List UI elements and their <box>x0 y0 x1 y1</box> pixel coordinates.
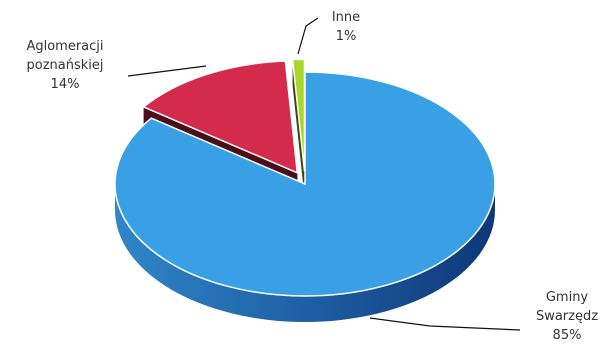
pie-slice-gminy <box>114 71 496 297</box>
pie-slice-inne <box>291 58 306 172</box>
leader-line-gminy <box>369 317 521 331</box>
pie-slice-aglomeracji <box>142 60 299 174</box>
slice-label-gminy: Gminy Swarzędz 85% <box>522 288 612 345</box>
slice-label-inne-line1: Inne <box>331 10 361 25</box>
slice-label-gminy-line1: Gminy <box>545 290 589 305</box>
leader-lines <box>127 17 521 331</box>
leader-line-aglomeracji <box>127 65 207 77</box>
slice-label-aglomeracji-line2: poznańskiej <box>26 58 104 73</box>
slice-label-aglomeracji-line1: Aglomeracji <box>26 39 104 54</box>
slice-label-inne-percent: 1% <box>335 29 357 44</box>
leader-line-inne <box>297 17 319 55</box>
slice-label-aglomeracji-percent: 14% <box>50 77 80 92</box>
slice-label-gminy-percent: 85% <box>552 328 582 343</box>
slice-label-aglomeracji: Aglomeracji poznańskiej 14% <box>2 37 128 94</box>
slice-label-gminy-line2: Swarzędz <box>535 309 599 324</box>
slice-label-inne: Inne 1% <box>318 8 374 46</box>
pie-slice-side-gminy <box>115 184 495 322</box>
pie-slice-tops <box>114 58 496 297</box>
